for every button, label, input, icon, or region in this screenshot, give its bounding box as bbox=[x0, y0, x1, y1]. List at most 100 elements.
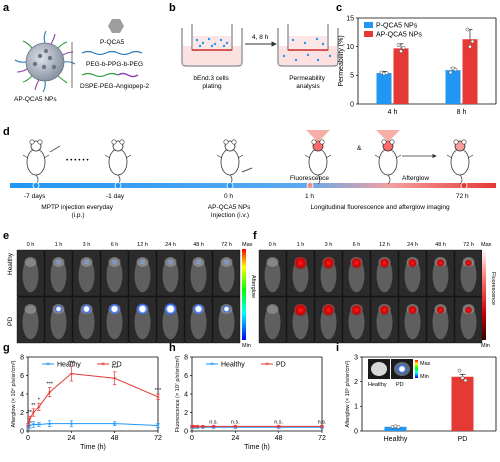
brain-pd-signal bbox=[397, 364, 407, 374]
mouse-paw bbox=[237, 154, 244, 159]
mouse-ear bbox=[119, 139, 125, 145]
mouse-afterglow-end bbox=[446, 139, 474, 185]
mouse-silhouette bbox=[22, 258, 39, 293]
y-tick-label: 0 bbox=[184, 428, 188, 435]
time-label: 3 h bbox=[325, 242, 333, 248]
y-tick-label: 6 bbox=[184, 373, 188, 380]
x-axis-label: Time (h) bbox=[244, 444, 270, 451]
y-tick-label: 6 bbox=[20, 373, 24, 380]
afterglow-signal bbox=[81, 304, 92, 314]
data-marker: ✶ bbox=[233, 424, 238, 431]
data-marker: ✶ bbox=[112, 421, 117, 428]
y-tick-label: 8 bbox=[184, 354, 188, 361]
significance-mark: *** bbox=[111, 366, 118, 372]
row-label-healthy: Healthy bbox=[7, 252, 14, 275]
mouse-silhouette bbox=[50, 258, 67, 293]
data-marker: ✶ bbox=[191, 425, 196, 432]
mouse-paw bbox=[22, 154, 29, 159]
x-axis-label: Time (h) bbox=[80, 444, 106, 451]
x-tick-label: 0 bbox=[190, 435, 194, 442]
time-label: 24 h bbox=[165, 242, 176, 248]
data-point bbox=[448, 70, 453, 75]
data-point bbox=[460, 376, 465, 380]
inset-scale-max: Max bbox=[420, 361, 431, 367]
timeline-mice bbox=[22, 130, 474, 185]
significance-mark: * bbox=[38, 397, 41, 403]
panel-label-d: d bbox=[3, 126, 10, 138]
legend-marker: ✶ bbox=[100, 361, 105, 368]
panel-label-h: h bbox=[169, 342, 176, 354]
mptp-caption: MPTP injection everyday (i.p.) bbox=[41, 204, 115, 219]
nanoparticle-label: AP-QCA5 NPs bbox=[14, 96, 57, 103]
fluorescence-scale-title: Fluorescence bbox=[490, 272, 496, 305]
panel-label-b: b bbox=[169, 2, 176, 14]
data-marker: ✶ bbox=[276, 424, 281, 431]
data-marker: ✶ bbox=[195, 425, 200, 432]
significance-mark: n.s. bbox=[274, 419, 283, 425]
y-tick-label: 5 bbox=[350, 73, 354, 80]
row-label-pd: PD bbox=[7, 317, 14, 326]
time-label: 48 h bbox=[435, 242, 446, 248]
data-point bbox=[396, 43, 401, 47]
mouse-silhouette bbox=[134, 258, 151, 293]
legend-label: Healthy bbox=[57, 362, 81, 369]
angiopep-icon bbox=[117, 72, 139, 78]
fluorescence-signal bbox=[379, 304, 390, 316]
afterglow-signal-weak bbox=[56, 259, 61, 265]
x-tick-label: 8 h bbox=[457, 109, 467, 116]
time-label: 6 h bbox=[353, 242, 361, 248]
component-dspe-peg-angiopep: DSPE-PEG-Angiopep-2 bbox=[80, 83, 149, 90]
inset-color-scale bbox=[415, 360, 418, 378]
data-point bbox=[399, 49, 403, 54]
significance-mark: n.s. bbox=[209, 419, 218, 425]
mouse-body bbox=[108, 148, 128, 176]
mouse-silhouette bbox=[106, 258, 123, 293]
legend-swatch bbox=[364, 31, 373, 37]
afterglow-title: Afterglow bbox=[402, 175, 429, 182]
mouse-ear bbox=[29, 139, 35, 145]
mouse-silhouette bbox=[460, 258, 477, 293]
time-label: 72 h bbox=[463, 242, 474, 248]
x-tick-label: 4 h bbox=[388, 109, 398, 116]
significance-mark: n.s. bbox=[318, 419, 327, 425]
mouse-body bbox=[26, 148, 46, 176]
data-marker: ✶ bbox=[191, 424, 196, 431]
x-tick-label: 0 bbox=[26, 435, 30, 442]
mouse-body bbox=[378, 148, 398, 176]
data-marker: ✶ bbox=[155, 423, 160, 430]
timeline-label-0h: 0 h bbox=[224, 193, 233, 200]
afterglow-signal bbox=[164, 302, 177, 316]
y-tick-label: 8 bbox=[20, 354, 24, 361]
mouse-body bbox=[220, 148, 240, 176]
timeline-dot bbox=[114, 182, 122, 189]
data-marker: ✶ bbox=[211, 424, 216, 431]
p-qca5-hexagon-icon bbox=[108, 19, 124, 33]
data-point bbox=[463, 378, 468, 383]
plating-line-2: plating bbox=[202, 83, 222, 90]
permeability-line-2: analysis bbox=[296, 83, 320, 90]
mouse-paw bbox=[325, 154, 332, 159]
mouse-silhouette bbox=[460, 305, 477, 340]
mouse-paw bbox=[467, 154, 474, 159]
incubation-time-label: 4, 8 h bbox=[252, 34, 269, 41]
time-label: 48 h bbox=[193, 242, 204, 248]
peg-chain-icon bbox=[81, 50, 143, 56]
fluorescence-signal bbox=[464, 259, 473, 267]
syringe-icon bbox=[49, 145, 61, 153]
transwell-left bbox=[181, 24, 243, 67]
bar-ap-qca5-nps bbox=[393, 48, 409, 104]
inset-label-healthy: Healthy bbox=[368, 382, 387, 388]
data-marker: ✶ bbox=[189, 424, 194, 431]
dspe-chain-icon bbox=[81, 72, 119, 78]
time-label: 3 h bbox=[83, 242, 91, 248]
fluorescence-signal bbox=[436, 258, 445, 268]
mouse-fluorescence bbox=[304, 139, 332, 185]
series-line-pd bbox=[27, 373, 159, 426]
mouse-body bbox=[450, 148, 470, 176]
data-point bbox=[453, 67, 458, 72]
data-point bbox=[468, 44, 472, 49]
afterglow-signal-weak bbox=[84, 259, 89, 265]
mouse-tail bbox=[317, 174, 321, 185]
mouse-silhouette bbox=[404, 305, 421, 340]
